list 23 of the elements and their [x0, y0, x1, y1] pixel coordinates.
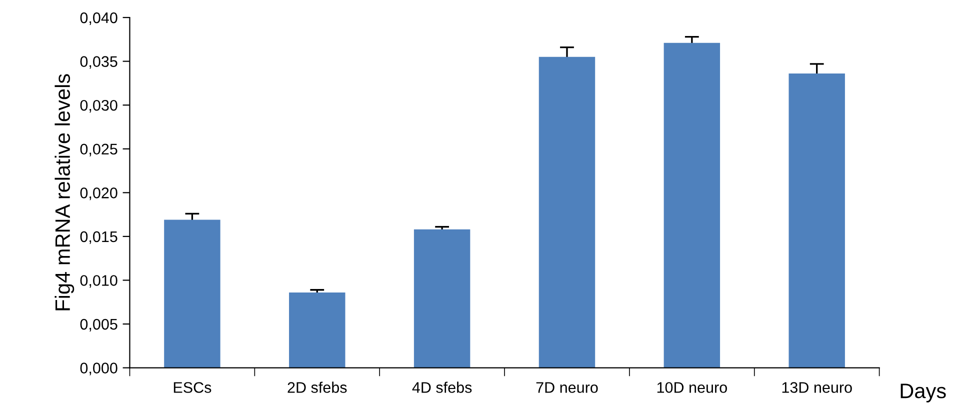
- y-tick-label: 0,005: [80, 318, 118, 332]
- y-tick-label: 0,025: [80, 144, 118, 156]
- y-tick-label: 0,000: [80, 362, 118, 376]
- y-tick-label: 0,040: [80, 12, 118, 26]
- x-tick-label: 7D neuro: [536, 382, 598, 393]
- y-tick-label: 0,035: [80, 56, 118, 69]
- y-tick-label: 0,010: [80, 275, 118, 288]
- bar: [788, 74, 845, 368]
- y-tick-label: 0,030: [80, 100, 118, 113]
- y-tick-label: 0,015: [80, 231, 118, 244]
- x-tick-label: ESCs: [174, 382, 212, 393]
- bar: [414, 229, 470, 368]
- bar: [664, 42, 720, 368]
- x-tick-label: 2D sfebs: [288, 382, 347, 393]
- x-tick-label: 4D sfebs: [412, 382, 472, 393]
- x-tick-label: 13D neuro: [782, 382, 852, 393]
- y-axis-title: Fig4 mRNA relative levels: [54, 74, 74, 310]
- bar: [164, 220, 220, 368]
- x-tick-label: 10D neuro: [657, 382, 727, 393]
- bar: [538, 56, 596, 368]
- x-axis-title: Days: [900, 384, 946, 402]
- bar: [289, 292, 346, 368]
- y-tick-label: 0,020: [80, 188, 118, 200]
